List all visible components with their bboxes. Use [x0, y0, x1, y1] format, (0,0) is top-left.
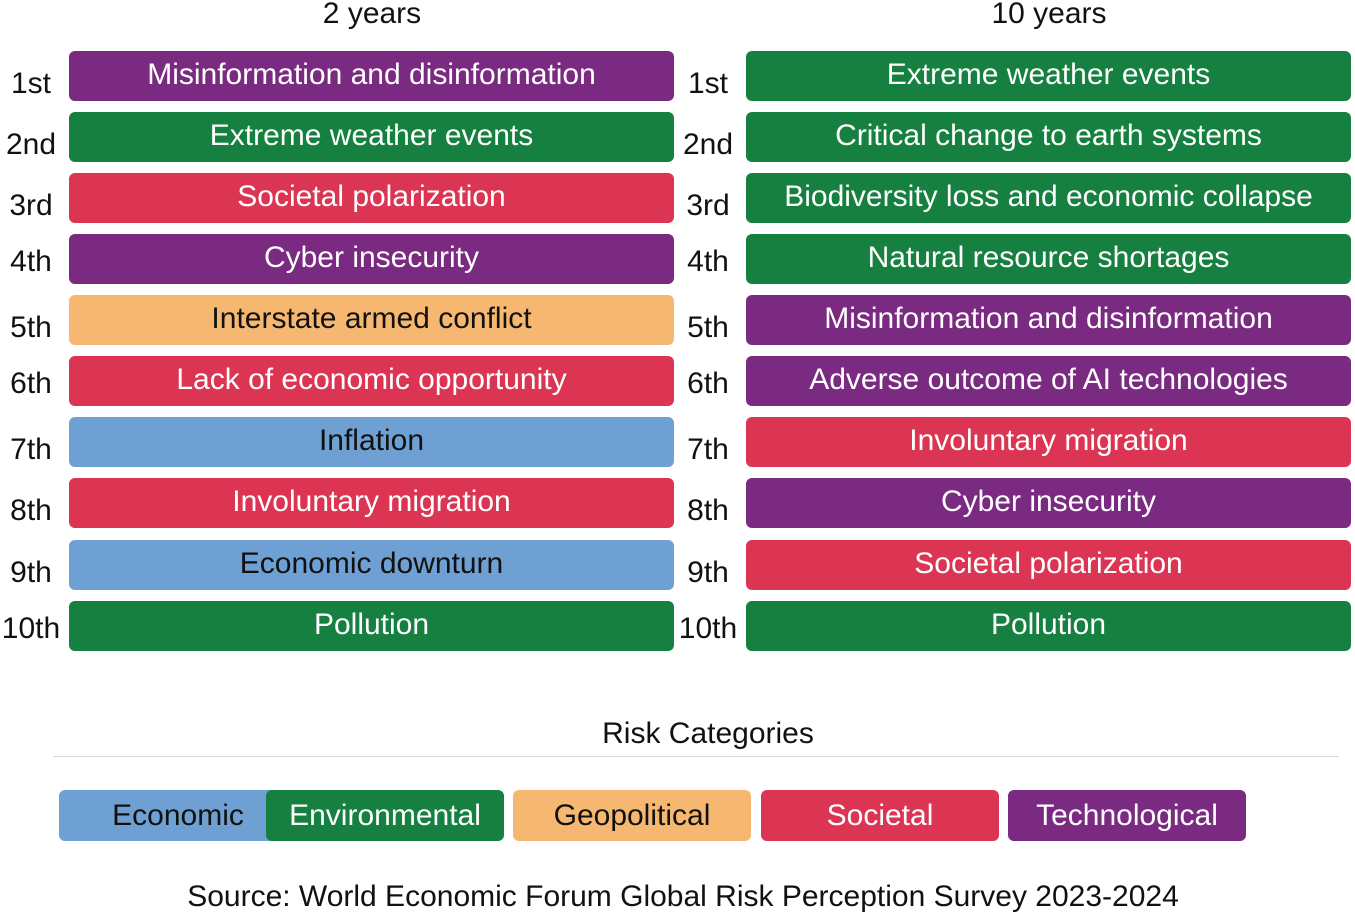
risk-bar: Extreme weather events	[69, 112, 674, 162]
risk-bar: Biodiversity loss and economic collapse	[746, 173, 1351, 223]
risk-bar: Involuntary migration	[69, 478, 674, 528]
column-title-2-years: 2 years	[322, 0, 422, 30]
rank-label: 7th	[10, 433, 52, 466]
risk-bar: Societal polarization	[746, 540, 1351, 590]
rank-label: 8th	[10, 494, 52, 527]
risk-bar: Economic downturn	[69, 540, 674, 590]
rank-label: 7th	[687, 433, 729, 466]
risk-bar: Extreme weather events	[746, 51, 1351, 101]
risk-bar: Pollution	[746, 601, 1351, 651]
risk-bar: Critical change to earth systems	[746, 112, 1351, 162]
risk-bar: Involuntary migration	[746, 417, 1351, 467]
rank-label: 8th	[687, 494, 729, 527]
risk-bar: Misinformation and disinformation	[746, 295, 1351, 345]
legend-item: Economic	[59, 790, 297, 841]
rank-label: 1st	[687, 67, 729, 100]
rank-label: 2nd	[5, 128, 57, 161]
column-title-10-years: 10 years	[991, 0, 1107, 30]
risk-bar: Cyber insecurity	[69, 234, 674, 284]
rank-label: 2nd	[682, 128, 734, 161]
risk-bar: Inflation	[69, 417, 674, 467]
rank-label: 3rd	[9, 189, 53, 222]
legend-item: Environmental	[266, 790, 504, 841]
rank-label: 9th	[687, 556, 729, 589]
legend-item: Technological	[1008, 790, 1246, 841]
legend-item: Societal	[761, 790, 999, 841]
rank-label: 3rd	[686, 189, 730, 222]
risk-bar: Lack of economic opportunity	[69, 356, 674, 406]
risk-bar: Interstate armed conflict	[69, 295, 674, 345]
legend-title: Risk Categories	[602, 717, 814, 750]
rank-label: 9th	[10, 556, 52, 589]
rank-label: 1st	[10, 67, 52, 100]
risk-bar: Pollution	[69, 601, 674, 651]
risk-bar: Adverse outcome of AI technologies	[746, 356, 1351, 406]
rank-label: 6th	[10, 367, 52, 400]
legend-item: Geopolitical	[513, 790, 751, 841]
risk-bar: Misinformation and disinformation	[69, 51, 674, 101]
rank-label: 4th	[10, 245, 52, 278]
risk-bar: Societal polarization	[69, 173, 674, 223]
rank-label: 5th	[687, 311, 729, 344]
risk-bar: Natural resource shortages	[746, 234, 1351, 284]
rank-label: 5th	[10, 311, 52, 344]
source-note: Source: World Economic Forum Global Risk…	[187, 880, 1179, 913]
rank-label: 10th	[678, 612, 738, 645]
rank-label: 6th	[687, 367, 729, 400]
rank-label: 4th	[687, 245, 729, 278]
rank-label: 10th	[1, 612, 61, 645]
legend-divider	[53, 756, 1339, 757]
risk-bar: Cyber insecurity	[746, 478, 1351, 528]
